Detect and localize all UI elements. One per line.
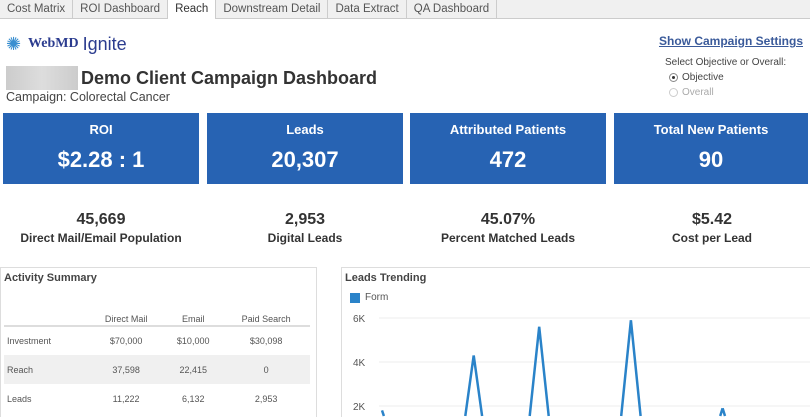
y-tick-label: 2K: [353, 402, 366, 413]
column-header: [4, 312, 89, 327]
kpi-card: ROI $2.28 : 1: [3, 113, 199, 184]
activity-table: Direct Mail Email Paid Search Investment $70…: [4, 312, 310, 413]
kpi-value: 472: [489, 147, 527, 172]
table-row: Investment $70,000 $10,000 $30,098: [4, 326, 310, 355]
series-line-form: [380, 320, 727, 417]
logo: ✺ WebMD Ignite: [6, 33, 127, 55]
kpi-value: 90: [698, 147, 724, 172]
page-title: Demo Client Campaign Dashboard: [81, 68, 378, 88]
leads-trending-panel: Leads Trending: [341, 267, 810, 417]
kpi-card: Total New Patients 90: [614, 113, 808, 184]
redacted-client-logo: [6, 66, 78, 90]
tab-downstream-detail[interactable]: Downstream Detail: [216, 0, 329, 19]
stat-item: 45,669 Direct Mail/Email Population: [3, 211, 199, 245]
radio-unchecked-icon: [669, 88, 678, 97]
kpi-label: ROI: [89, 122, 113, 137]
table-cell: 11,222: [112, 393, 140, 404]
table-cell: 2,953: [254, 393, 278, 404]
stat-value: 45,669: [76, 211, 126, 228]
stat-item: 45.07% Percent Matched Leads: [410, 211, 606, 245]
kpi-label: Attributed Patients: [449, 122, 567, 137]
kpi-card: Attributed Patients 472: [410, 113, 606, 184]
stat-value: 2,953: [284, 211, 326, 228]
column-header: Paid Search: [222, 312, 310, 327]
stat-value: $5.42: [691, 211, 733, 228]
kpi-value: 20,307: [271, 147, 339, 172]
table-cell: 22,415: [164, 355, 223, 384]
table-cell: $10,000: [176, 336, 210, 346]
table-cell: $70,000: [109, 336, 143, 346]
radio-checked-icon: [669, 73, 678, 82]
table-row: Leads 11,222 6,132 2,953: [4, 384, 310, 413]
kpi-value: $2.28 : 1: [57, 147, 145, 172]
table-row: Reach 37,598 22,415 0: [4, 355, 310, 384]
tab-bar: Cost Matrix ROI Dashboard Reach Downstream …: [0, 0, 810, 19]
leads-trending-chart: 6K 4K 2K: [353, 314, 810, 417]
table-cell: $30,098: [249, 336, 283, 346]
table-cell: 6,132: [181, 393, 205, 404]
table-cell: Investment: [7, 336, 52, 346]
tab-reach[interactable]: Reach: [168, 0, 217, 19]
campaign-label: Campaign: Colorectal Cancer: [6, 90, 170, 104]
table-cell: Leads: [7, 393, 32, 404]
stat-label: Digital Leads: [267, 231, 343, 245]
table-cell: 0: [222, 355, 310, 384]
chart-legend: Form: [350, 292, 388, 303]
y-tick-label: 6K: [353, 314, 366, 325]
activity-summary-panel: Activity Summary Direct Mail Email Paid Se…: [0, 267, 317, 417]
stat-label: Percent Matched Leads: [440, 231, 576, 245]
logo-text: WebMD: [28, 36, 79, 51]
stat-item: 2,953 Digital Leads: [207, 211, 403, 245]
selector-label: Select Objective or Overall:: [665, 57, 787, 68]
stat-label: Direct Mail/Email Population: [20, 231, 182, 245]
kpi-card: Leads 20,307: [207, 113, 403, 184]
tab-roi-dashboard[interactable]: ROI Dashboard: [73, 0, 169, 19]
table-cell: 37,598: [88, 355, 165, 384]
legend-swatch: [350, 292, 360, 303]
radio-overall[interactable]: Overall: [669, 87, 714, 98]
tab-data-extract[interactable]: Data Extract: [328, 0, 407, 19]
stat-item: $5.42 Cost per Lead: [614, 211, 810, 245]
column-header: Email: [164, 312, 223, 327]
legend-label: Form: [365, 292, 389, 303]
kpi-label: Leads: [286, 122, 324, 137]
activity-summary-title: Activity Summary: [4, 272, 97, 284]
chart-title: Leads Trending: [345, 272, 427, 284]
stat-value: 45.07%: [480, 211, 536, 228]
show-campaign-settings-link[interactable]: Show Campaign Settings: [658, 34, 803, 48]
stat-label: Cost per Lead: [671, 231, 752, 245]
tab-qa-dashboard[interactable]: QA Dashboard: [407, 0, 498, 19]
ignite-logo-icon: ✺: [6, 34, 22, 54]
table-cell: Reach: [4, 355, 89, 384]
kpi-label: Total New Patients: [653, 122, 769, 137]
y-tick-label: 4K: [353, 358, 366, 369]
radio-objective[interactable]: Objective: [669, 72, 724, 83]
column-header: Direct Mail: [88, 312, 165, 327]
tab-cost-matrix[interactable]: Cost Matrix: [0, 0, 74, 19]
